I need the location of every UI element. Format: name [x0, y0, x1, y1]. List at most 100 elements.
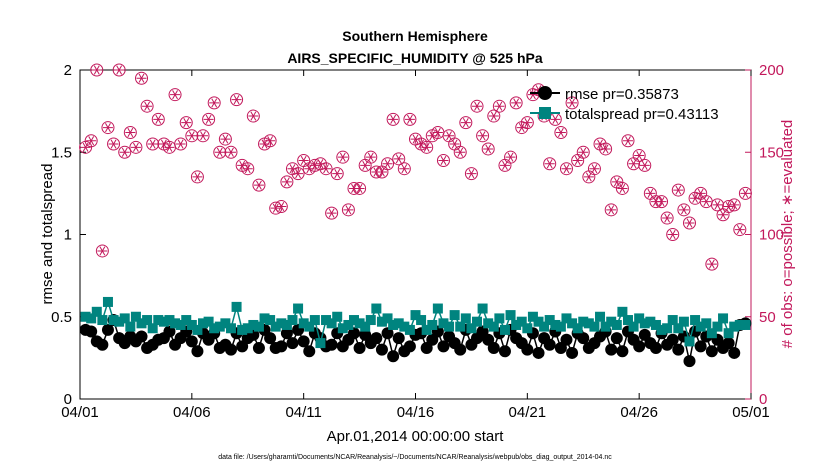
obs-evaluated-point — [164, 142, 175, 152]
obs-possible-point — [263, 134, 277, 148]
obs-evaluated-point — [617, 183, 628, 194]
totalspread-point — [606, 316, 617, 327]
obs-possible-point — [604, 203, 618, 217]
totalspread-point — [399, 321, 410, 332]
obs-evaluated-point — [522, 118, 533, 128]
obs-evaluated-point — [583, 172, 594, 182]
obs-evaluated-point — [209, 98, 220, 108]
obs-evaluated-point — [483, 144, 494, 154]
totalspread-point — [315, 338, 326, 349]
obs-possible-point — [470, 99, 484, 113]
obs-evaluated-point — [119, 147, 130, 157]
rmse-point — [694, 340, 707, 353]
totalspread-point — [248, 319, 259, 330]
obs-possible-point — [459, 116, 473, 130]
obs-evaluated-point — [321, 164, 332, 174]
obs-possible-point — [336, 150, 350, 164]
totalspread-point — [511, 319, 522, 330]
obs-evaluated-point — [125, 127, 136, 138]
obs-evaluated-point — [399, 164, 410, 174]
totalspread-point — [690, 315, 701, 326]
obs-possible-point — [403, 112, 417, 126]
obs-possible-point — [218, 132, 232, 146]
totalspread-point — [555, 321, 566, 332]
totalspread-point — [550, 319, 561, 330]
obs-possible-point — [705, 257, 719, 271]
obs-possible-point — [101, 121, 115, 135]
totalspread-point — [259, 313, 270, 324]
obs-evaluated-point — [472, 101, 483, 111]
rmse-point — [303, 345, 316, 358]
obs-evaluated-point — [108, 139, 119, 149]
obs-evaluated-point — [337, 152, 348, 162]
totalspread-point — [343, 319, 354, 330]
y-axis-right: 0 50 100 150 200 — [745, 62, 784, 408]
totalspread-point — [634, 313, 645, 324]
totalspread-point — [544, 315, 555, 326]
obs-evaluated-point — [181, 118, 192, 128]
totalspread-point — [225, 323, 236, 334]
obs-possible-point — [364, 150, 378, 164]
obs-possible-point — [274, 200, 288, 214]
x-tick-label: 05/01 — [732, 404, 770, 421]
x-axis: 04/01 04/06 04/11 04/16 04/21 04/26 05/01 — [61, 70, 770, 421]
obs-evaluated-point — [572, 155, 583, 166]
totalspread-point — [718, 313, 729, 324]
rmse-point — [286, 337, 299, 350]
x-tick-label: 04/26 — [620, 404, 658, 421]
totalspread-point — [421, 324, 432, 335]
obs-evaluated-point — [673, 185, 684, 195]
rmse-point — [633, 340, 646, 353]
totalspread-point — [220, 318, 231, 329]
obs-possible-point — [436, 153, 450, 167]
totalspread-point — [192, 324, 203, 335]
obs-possible-point — [453, 145, 467, 159]
rmse-point — [649, 342, 662, 355]
obs-evaluated-point — [662, 213, 673, 223]
totalspread-point — [488, 321, 499, 332]
totalspread-point — [203, 316, 214, 327]
obs-evaluated-point — [695, 188, 706, 198]
obs-evaluated-point — [388, 114, 399, 124]
obs-evaluated-point — [170, 90, 181, 100]
obs-evaluated-point — [332, 169, 343, 179]
totalspread-point — [617, 306, 628, 317]
totalspread-point — [723, 328, 734, 339]
totalspread-point — [231, 301, 242, 312]
legend-rmse-label: rmse pr=0.35873 — [565, 86, 679, 103]
totalspread-point — [158, 316, 169, 327]
y2-axis-label: # of obs: o=possible; ∗=evaluated — [779, 120, 796, 349]
obs-evaluated-point — [449, 139, 460, 149]
obs-evaluated-point — [690, 193, 701, 203]
totalspread-point — [410, 310, 421, 321]
obs-evaluated-point — [142, 101, 153, 111]
obs-evaluated-point — [136, 73, 147, 83]
totalspread-point — [499, 324, 510, 335]
obs-possible-point — [487, 109, 501, 123]
totalspread-point — [477, 303, 488, 314]
obs-possible-point — [185, 129, 199, 143]
obs-evaluated-point — [701, 197, 712, 207]
obs-evaluated-point — [220, 134, 231, 144]
obs-evaluated-point — [203, 114, 214, 124]
obs-evaluated-point — [265, 136, 276, 146]
obs-evaluated-point — [86, 136, 97, 146]
totalspread-point — [572, 323, 583, 334]
totalspread-point — [645, 316, 656, 327]
totalspread-point — [214, 321, 225, 332]
legend-spread-label: totalspread pr=0.43113 — [565, 106, 719, 123]
totalspread-point — [539, 321, 550, 332]
obs-evaluated-point — [231, 95, 242, 105]
totalspread-point — [388, 319, 399, 330]
obs-evaluated-point — [544, 159, 555, 169]
obs-possible-point — [638, 158, 652, 172]
obs-evaluated-point — [326, 208, 337, 218]
rmse-point — [135, 330, 148, 343]
y-axis-label: rmse and totalspread — [39, 164, 56, 305]
x-tick-label: 04/21 — [509, 404, 547, 421]
rmse-point — [392, 332, 405, 345]
obs-evaluated-point — [606, 205, 617, 215]
totalspread-point — [298, 318, 309, 329]
obs-evaluated-point — [293, 169, 304, 179]
obs-evaluated-point — [628, 159, 639, 169]
